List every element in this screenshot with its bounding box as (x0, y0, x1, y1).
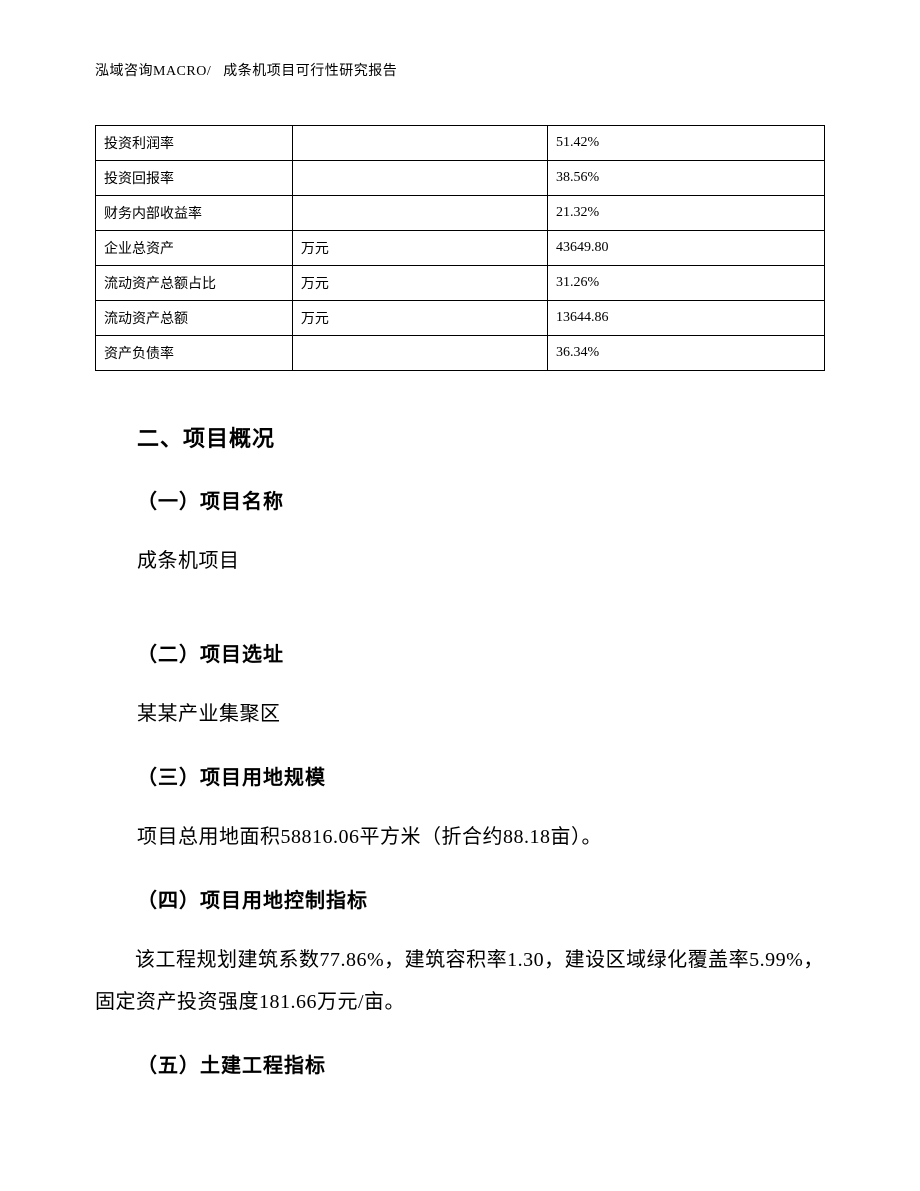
cell-unit (292, 126, 547, 161)
cell-unit: 万元 (292, 301, 547, 336)
cell-label: 投资回报率 (96, 161, 293, 196)
financial-table: 投资利润率 51.42% 投资回报率 38.56% 财务内部收益率 21.32%… (95, 125, 825, 371)
cell-label: 企业总资产 (96, 231, 293, 266)
cell-value: 13644.86 (547, 301, 824, 336)
table-row: 投资回报率 38.56% (96, 161, 825, 196)
subsection-title-1: （一）项目名称 (137, 485, 825, 514)
table-row: 资产负债率 36.34% (96, 336, 825, 371)
cell-value: 31.26% (547, 266, 824, 301)
page-header: 泓域咨询MACRO/ 成条机项目可行性研究报告 (95, 60, 825, 80)
table-row: 企业总资产 万元 43649.80 (96, 231, 825, 266)
cell-label: 流动资产总额 (96, 301, 293, 336)
table-row: 财务内部收益率 21.32% (96, 196, 825, 231)
body-text-2: 某某产业集聚区 (137, 693, 825, 735)
table-row: 流动资产总额 万元 13644.86 (96, 301, 825, 336)
section-main-title: 二、项目概况 (137, 421, 825, 453)
cell-unit (292, 336, 547, 371)
cell-value: 21.32% (547, 196, 824, 231)
cell-value: 51.42% (547, 126, 824, 161)
cell-label: 投资利润率 (96, 126, 293, 161)
body-text-3: 项目总用地面积58816.06平方米（折合约88.18亩）。 (137, 816, 825, 858)
subsection-title-5: （五）土建工程指标 (137, 1049, 825, 1078)
header-company: 泓域咨询MACRO/ (95, 64, 211, 79)
cell-label: 流动资产总额占比 (96, 266, 293, 301)
subsection-title-3: （三）项目用地规模 (137, 761, 825, 790)
subsection-title-2: （二）项目选址 (137, 638, 825, 667)
cell-label: 财务内部收益率 (96, 196, 293, 231)
cell-value: 36.34% (547, 336, 824, 371)
cell-value: 43649.80 (547, 231, 824, 266)
cell-label: 资产负债率 (96, 336, 293, 371)
header-doc-title: 成条机项目可行性研究报告 (223, 64, 397, 79)
table-row: 流动资产总额占比 万元 31.26% (96, 266, 825, 301)
table-row: 投资利润率 51.42% (96, 126, 825, 161)
cell-unit: 万元 (292, 231, 547, 266)
cell-value: 38.56% (547, 161, 824, 196)
cell-unit: 万元 (292, 266, 547, 301)
cell-unit (292, 161, 547, 196)
body-text-1: 成条机项目 (137, 540, 825, 582)
subsection-title-4: （四）项目用地控制指标 (137, 884, 825, 913)
cell-unit (292, 196, 547, 231)
body-text-4: 该工程规划建筑系数77.86%，建筑容积率1.30，建设区域绿化覆盖率5.99%… (95, 939, 825, 1023)
